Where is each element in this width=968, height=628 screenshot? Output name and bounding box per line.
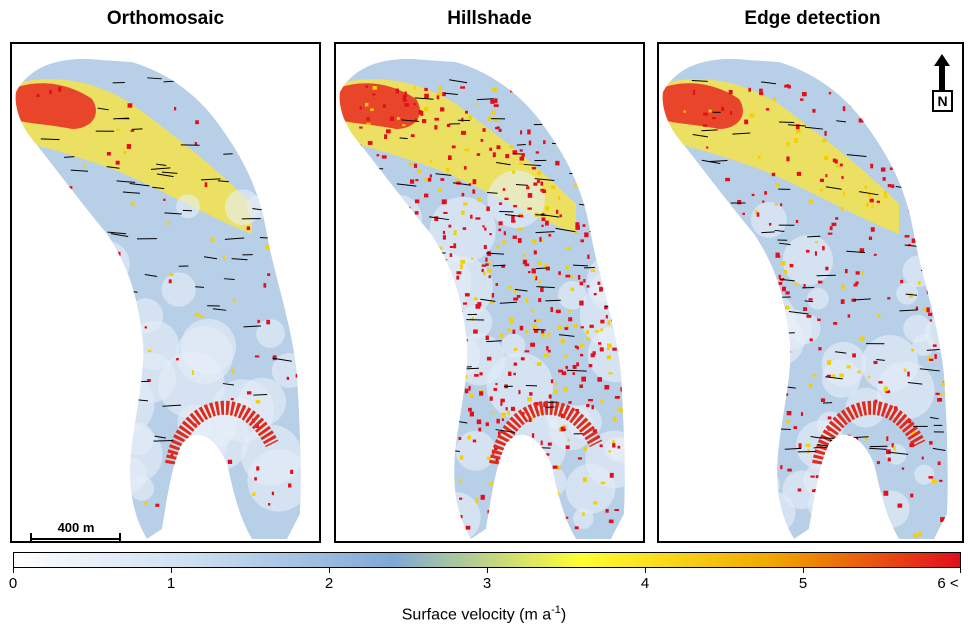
velocity-map-orthomosaic [15,58,301,539]
north-arrow: N [931,54,953,112]
colorbar-tick [959,568,961,573]
panel-title-hillshade: Hillshade [447,8,532,29]
colorbar-tick [802,568,804,573]
panel-title-edge-detection: Edge detection [744,8,881,29]
colorbar-tick [12,568,14,573]
colorbar-tick-label: 6 < [937,575,959,592]
north-arrow-icon [934,54,950,92]
north-arrow-label: N [932,90,953,112]
colorbar [13,552,961,568]
scale-bar: 400 m [26,520,126,541]
colorbar-tick [328,568,330,573]
colorbar-tick-label: 2 [324,575,334,592]
colorbar-tick-label: 4 [640,575,650,592]
colorbar-tick [170,568,172,573]
map-panel-hillshade [334,42,645,543]
scale-bar-label: 400 m [57,520,95,535]
map-panel-orthomosaic: 400 m [10,42,321,543]
colorbar-tick-label: 1 [166,575,176,592]
panel-title-orthomosaic: Orthomosaic [106,8,225,29]
colorbar-tick-label: 3 [482,575,492,592]
velocity-map-hillshade [339,58,625,539]
colorbar-title: Surface velocity (m a-1) [401,604,567,624]
velocity-map-edge-detection [662,58,948,539]
colorbar-tick [486,568,488,573]
colorbar-tick [644,568,646,573]
colorbar-tick-label: 0 [8,575,18,592]
map-panel-edge-detection: N [657,42,964,543]
colorbar-tick-label: 5 [798,575,808,592]
